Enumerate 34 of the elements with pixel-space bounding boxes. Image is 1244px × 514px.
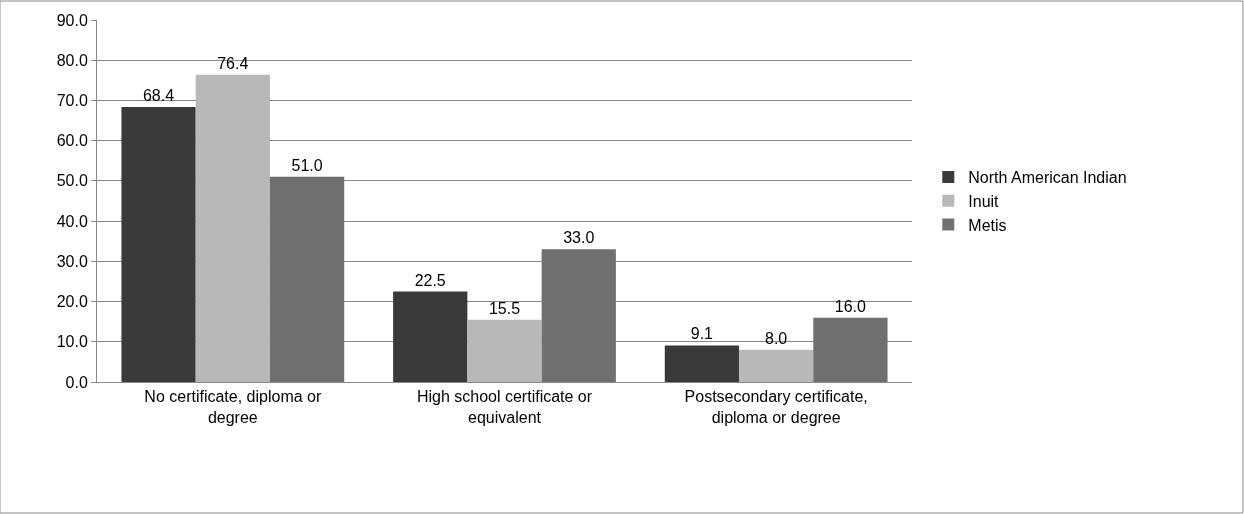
y-tick-label: 50.0 (56, 172, 88, 190)
y-tick-label: 40.0 (56, 212, 88, 230)
legend-label: Metis (968, 216, 1007, 234)
data-label: 9.1 (690, 325, 714, 343)
bar (739, 349, 814, 382)
bar (467, 319, 542, 382)
y-tick-label: 80.0 (56, 51, 88, 69)
bar (121, 106, 196, 382)
y-tick-label: 90.0 (56, 11, 88, 29)
x-tick-label: High school certificate or equivalent (416, 388, 593, 426)
y-tick-label: 0.0 (65, 373, 88, 391)
data-label: 33.0 (563, 229, 595, 247)
x-tick-label: No certificate, diploma or degree (144, 388, 322, 426)
bar (813, 317, 888, 382)
x-tick-label: Postsecondary certificate, diploma or degree (684, 388, 868, 426)
data-label: 68.4 (142, 86, 175, 104)
legend-label: North American Indian (968, 169, 1127, 187)
y-tick-label: 10.0 (56, 333, 88, 351)
bar (195, 74, 270, 382)
legend-label: Inuit (968, 192, 1000, 210)
bar (393, 291, 468, 382)
y-tick-label: 30.0 (56, 252, 88, 270)
bar (269, 176, 345, 382)
data-label: 22.5 (414, 271, 446, 289)
y-tick-label: 70.0 (56, 92, 88, 110)
bar (541, 249, 616, 382)
data-label: 8.0 (764, 329, 788, 347)
data-label: 76.4 (217, 54, 249, 72)
data-label: 15.5 (488, 299, 521, 317)
data-label: 51.0 (291, 156, 323, 174)
bar (664, 345, 740, 382)
y-tick-label: 60.0 (56, 132, 88, 150)
y-tick-label: 20.0 (56, 293, 88, 311)
data-label: 16.0 (834, 297, 867, 315)
